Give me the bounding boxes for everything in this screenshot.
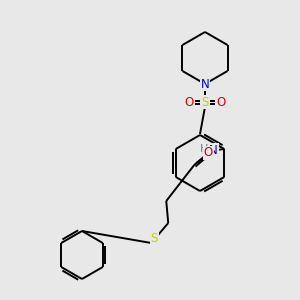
Text: S: S bbox=[151, 232, 158, 245]
Text: H: H bbox=[200, 144, 208, 154]
Text: O: O bbox=[184, 95, 194, 109]
Text: N: N bbox=[201, 77, 209, 91]
Text: S: S bbox=[201, 95, 209, 109]
Text: N: N bbox=[209, 143, 218, 157]
Text: O: O bbox=[216, 95, 226, 109]
Text: O: O bbox=[204, 146, 213, 160]
